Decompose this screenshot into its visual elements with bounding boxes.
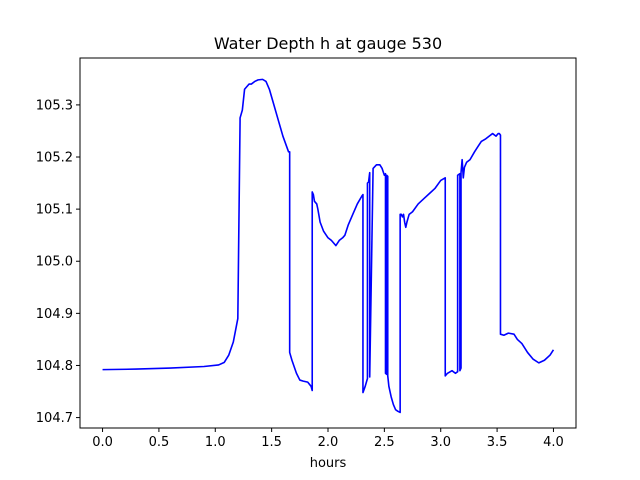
y-tick-label: 105.2 — [36, 151, 73, 166]
x-tick-label: 1.0 — [205, 435, 226, 450]
y-tick-label: 105.3 — [36, 98, 73, 113]
axis-ticks: 0.0 0.5 1.0 1.5 2.0 2.5 3.0 3.5 4.0 104.7 104.8 104… — [36, 98, 564, 450]
x-tick-label: 0.5 — [149, 435, 170, 450]
series-line-0 — [102, 78, 555, 414]
x-tick-label: 1.5 — [261, 435, 282, 450]
x-tick-label: 0.0 — [92, 435, 113, 450]
plot-area — [102, 78, 555, 414]
x-axis-label: hours — [310, 456, 347, 471]
x-tick-label: 2.5 — [374, 435, 395, 450]
x-tick-label: 3.0 — [430, 435, 451, 450]
y-tick-label: 104.9 — [36, 307, 73, 322]
y-tick-label: 105.0 — [36, 255, 73, 270]
y-tick-label: 105.1 — [36, 203, 73, 218]
y-tick-label: 104.7 — [36, 411, 73, 426]
x-tick-label: 3.5 — [487, 435, 508, 450]
plot-frame — [79, 57, 577, 429]
x-tick-label: 4.0 — [543, 435, 564, 450]
x-tick-label: 2.0 — [318, 435, 339, 450]
y-tick-label: 104.8 — [36, 359, 73, 374]
chart-title: Water Depth h at gauge 530 — [214, 34, 442, 53]
